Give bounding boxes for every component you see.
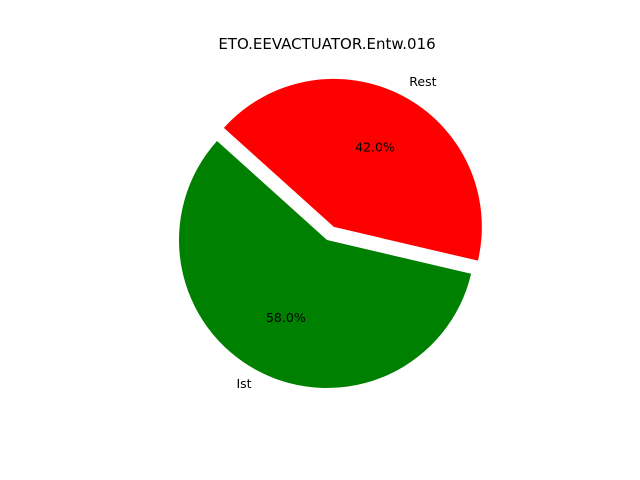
pie-slice-rest [223, 78, 482, 261]
slice-label-ist: Ist [236, 376, 251, 391]
slice-pct-rest: 42.0% [355, 140, 395, 155]
slice-pct-ist: 58.0% [266, 310, 306, 325]
pie-slice-ist [179, 140, 472, 388]
pie-labels: Ist 58.0% Rest 42.0% [236, 74, 436, 391]
pie-slices [179, 78, 482, 388]
chart-title: ETO.EEVACTUATOR.Entw.016 [218, 35, 435, 53]
slice-label-rest: Rest [409, 74, 436, 89]
